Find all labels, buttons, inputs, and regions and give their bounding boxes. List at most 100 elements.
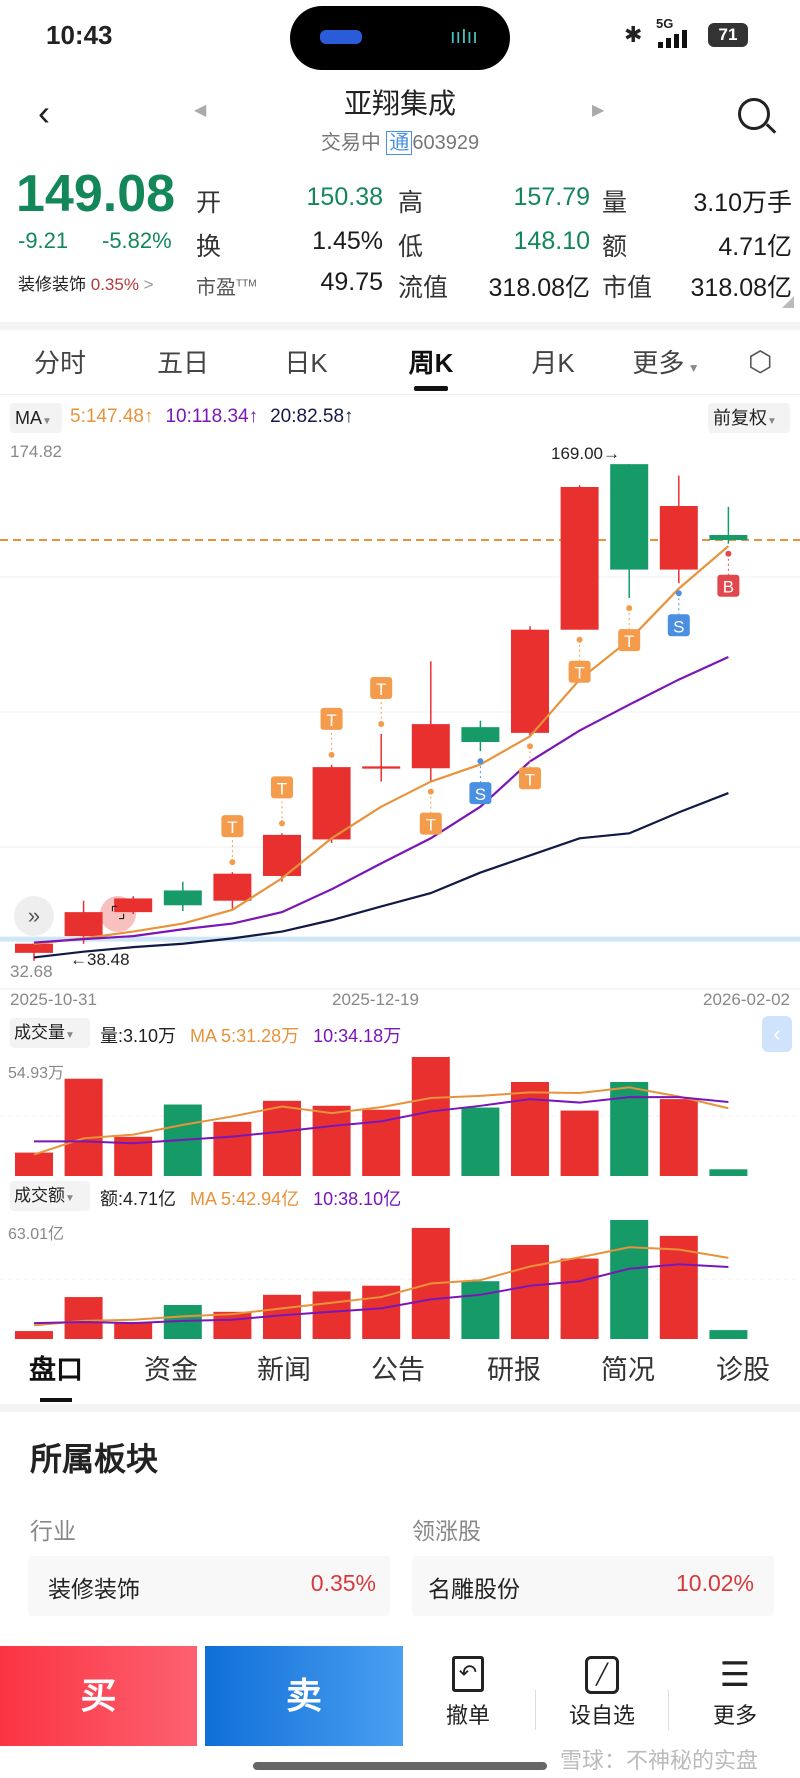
turnover-value: 1.45%	[312, 227, 383, 255]
undo-icon: ↶	[452, 1656, 484, 1692]
add-watchlist-button[interactable]: ╱ 设自选	[555, 1656, 649, 1730]
adjust-selector[interactable]: 前复权▼	[708, 403, 790, 433]
connect-badge: 通	[386, 131, 413, 155]
float-cap-label: 流值	[398, 274, 449, 302]
home-indicator[interactable]	[253, 1762, 547, 1770]
high-label: 高	[398, 189, 424, 217]
signal-marker-S	[667, 614, 690, 637]
tab-profile[interactable]: 简况	[601, 1355, 655, 1385]
more-button[interactable]: ☰ 更多	[700, 1656, 770, 1730]
tab-weekly-k[interactable]: 周K	[408, 348, 454, 378]
volume-current: 量:3.10万	[100, 1026, 177, 1046]
tab-diagnosis[interactable]: 诊股	[716, 1355, 770, 1385]
signal-label: T	[426, 816, 436, 835]
tab-announcements[interactable]: 公告	[371, 1355, 425, 1385]
volume-ma10-line	[34, 1096, 729, 1145]
signal-label: T	[525, 770, 535, 789]
leader-item[interactable]: 名雕股份 10.02%	[412, 1556, 774, 1616]
ma20-value: 20:82.58↑	[270, 406, 354, 427]
tab-monthly-k[interactable]: 月K	[531, 348, 575, 378]
volume-bar	[610, 1081, 649, 1176]
signal-label: T	[376, 680, 386, 699]
x-label-mid: 2025-12-19	[332, 990, 419, 1009]
volume-bar	[312, 1105, 351, 1176]
sell-button[interactable]: 卖	[205, 1646, 403, 1746]
fullscreen-icon[interactable]: ⌜⌟	[100, 896, 136, 932]
low-marker-label: ←38.48	[70, 950, 130, 969]
amount-bar	[511, 1244, 549, 1339]
tab-handicap[interactable]: 盘口	[29, 1355, 83, 1385]
ma-selector[interactable]: MA▼	[10, 403, 62, 433]
signal-marker-T	[221, 815, 244, 838]
signal-marker-S	[469, 782, 492, 805]
cancel-order-button[interactable]: ↶ 撤单	[430, 1656, 506, 1730]
bluetooth-icon: ✱	[624, 22, 643, 47]
search-icon[interactable]	[738, 98, 777, 134]
sector-pct: 0.35%	[90, 275, 139, 294]
sector-name: 装修装饰	[18, 275, 86, 294]
volume-legend: 量:3.10万 MA 5:31.28万 10:34.18万	[100, 1022, 401, 1048]
volume-indicator-selector[interactable]: 成交量▼	[10, 1018, 90, 1048]
turnover-label: 换	[196, 233, 222, 261]
expand-panel-icon[interactable]: »	[14, 896, 54, 936]
buy-button[interactable]: 买	[0, 1646, 197, 1746]
high-marker-label: 169.00→	[551, 444, 620, 463]
amount-indicator-selector[interactable]: 成交额▼	[10, 1181, 90, 1211]
signal-label: T	[624, 632, 634, 651]
ma-line-ma20	[33, 792, 729, 959]
chart-settings-icon[interactable]: ⬡	[748, 346, 773, 377]
candle-body	[411, 724, 450, 769]
trade-status: 交易中	[320, 132, 381, 154]
prev-stock-icon[interactable]: ◀	[194, 102, 207, 119]
candle-body	[263, 834, 301, 876]
candle-body	[312, 767, 351, 840]
tab-research[interactable]: 研报	[487, 1355, 541, 1385]
amount-bar	[15, 1331, 53, 1339]
tab-news[interactable]: 新闻	[257, 1355, 311, 1385]
tab-five-day[interactable]: 五日	[156, 348, 210, 378]
amount-label: 额	[602, 233, 628, 261]
signal-label: T	[326, 711, 336, 730]
volume-bar	[263, 1100, 301, 1176]
edit-icon: ╱	[585, 1656, 619, 1694]
price-change-pct: -5.82%	[102, 228, 172, 253]
kline-chart[interactable]: T T T T T S T T T S B	[0, 0, 800, 1400]
low-label: 低	[398, 233, 424, 261]
signal-marker-T	[370, 677, 393, 700]
amount-max-label: 63.01亿	[8, 1226, 65, 1243]
signal-label: T	[574, 664, 584, 683]
x-label-end: 2026-02-02	[703, 990, 790, 1009]
volume-bar	[560, 1110, 599, 1176]
candle-body	[114, 898, 153, 913]
signal-label: T	[227, 818, 237, 837]
network-label: 5G	[656, 16, 674, 31]
collapse-sidebar-button[interactable]: ‹	[762, 1016, 792, 1052]
current-price: 149.08	[16, 165, 176, 223]
next-stock-icon[interactable]: ▶	[592, 102, 605, 119]
candle-body	[560, 486, 599, 630]
x-label-start: 2025-10-31	[10, 990, 97, 1009]
amount-bar	[659, 1235, 698, 1339]
market-cap-value: 318.08亿	[690, 274, 792, 302]
tab-funds[interactable]: 资金	[144, 1355, 198, 1385]
expand-corner-icon[interactable]	[782, 296, 794, 308]
tab-daily-k[interactable]: 日K	[284, 348, 328, 378]
more-label: 更多	[712, 1703, 757, 1728]
section-title: 所属板块	[30, 1441, 159, 1477]
volume-bar	[461, 1107, 500, 1176]
y-max-label: 174.82	[10, 442, 62, 461]
sector-link[interactable]: 装修装饰 0.35% >	[18, 275, 154, 294]
volume-max-label: 54.93万	[8, 1065, 65, 1082]
signal-marker-T	[271, 776, 293, 799]
signal-label: S	[475, 785, 486, 804]
cancel-order-label: 撤单	[445, 1703, 490, 1728]
industry-label: 行业	[30, 1518, 76, 1544]
volume-label: 量	[602, 189, 628, 217]
signal-label: T	[277, 779, 287, 798]
industry-item[interactable]: 装修装饰 0.35%	[28, 1556, 390, 1616]
leader-pct: 10.02%	[675, 1570, 754, 1596]
back-button[interactable]: ‹	[38, 92, 50, 133]
tab-intraday[interactable]: 分时	[33, 348, 87, 378]
volume-ma5-line	[33, 1086, 729, 1156]
amount-bar	[610, 1220, 649, 1339]
